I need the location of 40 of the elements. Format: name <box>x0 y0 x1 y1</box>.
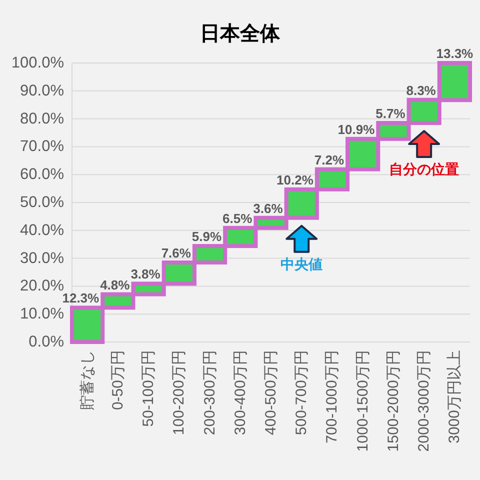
y-tick-label: 20.0% <box>20 278 64 295</box>
x-tick-label: 700-1000万円 <box>324 350 341 444</box>
x-tick-label: 100-200万円 <box>170 350 188 436</box>
data-label: 3.6% <box>253 200 284 216</box>
x-tick-label: 2000-3000万円 <box>416 350 433 452</box>
x-tick-label: 3000万円以上 <box>446 350 464 444</box>
chart-title: 日本全体 <box>200 23 281 45</box>
data-label: 8.3% <box>406 82 436 98</box>
data-label: 5.7% <box>376 106 406 121</box>
annotation: 中央値 <box>280 256 323 272</box>
data-label: 6.5% <box>222 210 253 226</box>
x-tick-label: 50-100万円 <box>140 350 158 427</box>
data-label: 7.2% <box>314 152 344 168</box>
x-tick-label: 500-700万円 <box>293 350 310 436</box>
y-tick-label: 0.0% <box>28 334 64 350</box>
x-tick-label: 200-300万円 <box>201 350 218 436</box>
y-tick-label: 80.0% <box>20 110 64 128</box>
x-tick-label: 300-400万円 <box>232 350 249 436</box>
x-tick-label: 1000-1500万円 <box>354 350 372 452</box>
y-tick-label: 50.0% <box>20 194 64 211</box>
y-tick-label: 30.0% <box>20 250 64 267</box>
data-label: 10.9% <box>338 122 376 137</box>
y-tick-label: 10.0% <box>20 306 64 323</box>
x-tick-label: 1500-2000万円 <box>384 350 402 452</box>
data-label: 10.2% <box>276 172 314 188</box>
data-label: 13.3% <box>436 46 474 61</box>
y-tick-label: 40.0% <box>20 222 64 239</box>
data-label: 12.3% <box>62 290 100 306</box>
y-tick-label: 60.0% <box>20 166 64 184</box>
y-tick-label: 70.0% <box>20 138 64 156</box>
data-label: 3.8% <box>130 266 161 282</box>
x-tick-label: 400-500万円 <box>262 350 280 436</box>
data-label: 7.6% <box>161 245 192 260</box>
data-label: 4.8% <box>100 277 130 292</box>
annotation: 自分の位置 <box>389 160 460 177</box>
data-label: 5.9% <box>192 229 222 244</box>
y-tick-label: 90.0% <box>20 82 64 100</box>
y-tick-label: 100.0% <box>11 54 64 72</box>
x-tick-label: 0-50万円 <box>109 350 126 410</box>
x-tick-label: 貯蓄なし <box>78 350 96 410</box>
